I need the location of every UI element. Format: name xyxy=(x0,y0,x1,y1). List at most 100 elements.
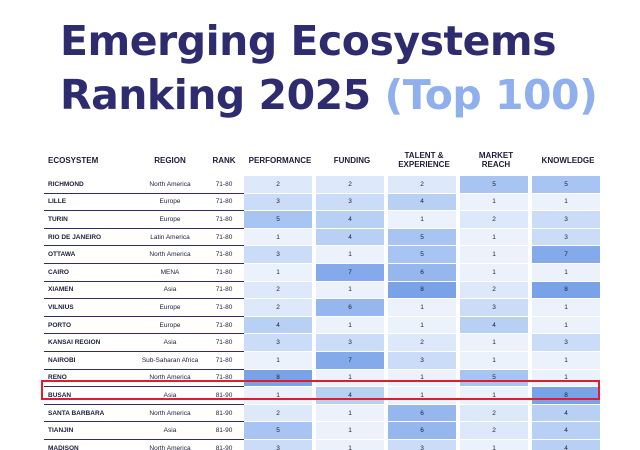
cell-market: 1 xyxy=(460,334,532,352)
cell-funding: 1 xyxy=(316,246,388,264)
header-market-line-1: MARKET xyxy=(478,151,514,160)
cell-knowledge: 7 xyxy=(532,246,604,264)
cell-rank: 71-80 xyxy=(204,211,244,229)
cell-market: 1 xyxy=(460,351,532,370)
cell-talent: 6 xyxy=(388,404,460,423)
cell-region: North America xyxy=(136,405,204,423)
table-row: LILLE Europe 71-80 3 3 4 1 1 xyxy=(44,193,604,212)
cell-region: MENA xyxy=(136,264,204,282)
cell-knowledge: 4 xyxy=(532,439,604,450)
cell-funding: 1 xyxy=(316,281,388,300)
cell-talent: 3 xyxy=(388,439,460,450)
cell-knowledge: 3 xyxy=(532,228,604,247)
cell-rank: 81-90 xyxy=(204,440,244,450)
cell-funding: 4 xyxy=(316,211,388,229)
cell-ecosystem: RENO xyxy=(44,370,136,388)
cell-rank: 71-80 xyxy=(204,229,244,247)
cell-performance: 3 xyxy=(244,193,316,212)
title-line-2-main: Ranking 2025 xyxy=(60,71,371,119)
cell-region: Asia xyxy=(136,422,204,440)
cell-market: 3 xyxy=(460,299,532,317)
cell-region: North America xyxy=(136,246,204,264)
cell-performance: 5 xyxy=(244,211,316,229)
header-funding: FUNDING xyxy=(333,155,371,165)
ranking-table-container: ECOSYSTEM REGION RANK PERFORMANCE FUNDIN… xyxy=(44,144,604,450)
cell-performance: 1 xyxy=(244,228,316,247)
cell-knowledge: 4 xyxy=(532,422,604,440)
cell-ecosystem: NAIROBI xyxy=(44,352,136,370)
cell-talent: 2 xyxy=(388,176,460,194)
cell-rank: 81-90 xyxy=(204,387,244,405)
cell-region: Europe xyxy=(136,317,204,335)
cell-performance: 8 xyxy=(244,369,316,388)
cell-ecosystem: BUSAN xyxy=(44,387,136,405)
cell-market: 1 xyxy=(460,246,532,264)
cell-region: Europe xyxy=(136,211,204,229)
header-performance: PERFORMANCE xyxy=(248,155,312,165)
cell-market: 1 xyxy=(460,193,532,212)
cell-market: 1 xyxy=(460,263,532,282)
cell-ecosystem: SANTA BARBARA xyxy=(44,405,136,423)
table-row: RENO North America 71-80 8 1 1 5 1 xyxy=(44,369,604,388)
table-row: OTTAWA North America 71-80 3 1 5 1 7 xyxy=(44,246,604,264)
cell-performance: 3 xyxy=(244,246,316,264)
cell-market: 5 xyxy=(460,176,532,194)
cell-ecosystem: XIAMEN xyxy=(44,282,136,300)
cell-ecosystem: TIANJIN xyxy=(44,422,136,440)
cell-region: Asia xyxy=(136,334,204,352)
table-row: CAIRO MENA 71-80 1 7 6 1 1 xyxy=(44,263,604,282)
cell-rank: 71-80 xyxy=(204,299,244,317)
cell-talent: 4 xyxy=(388,193,460,212)
cell-funding: 1 xyxy=(316,369,388,388)
title-line-1: Emerging Ecosystems xyxy=(60,17,557,65)
cell-rank: 71-80 xyxy=(204,264,244,282)
header-ecosystem: ECOSYSTEM xyxy=(48,155,99,165)
cell-ecosystem: LILLE xyxy=(44,194,136,212)
table-row: VILNIUS Europe 71-80 2 6 1 3 1 xyxy=(44,299,604,317)
cell-ecosystem: VILNIUS xyxy=(44,299,136,317)
table-row: RIO DE JANEIRO Latin America 71-80 1 4 5 1 3 xyxy=(44,228,604,247)
cell-funding: 4 xyxy=(316,228,388,247)
cell-performance: 4 xyxy=(244,316,316,335)
header-rank: RANK xyxy=(212,155,236,165)
cell-talent: 1 xyxy=(388,299,460,317)
cell-funding: 7 xyxy=(316,263,388,282)
cell-market: 2 xyxy=(460,422,532,440)
cell-rank: 71-80 xyxy=(204,334,244,352)
page-title: Emerging Ecosystems Ranking 2025 (Top 10… xyxy=(60,14,640,122)
cell-performance: 2 xyxy=(244,404,316,423)
cell-region: Europe xyxy=(136,194,204,212)
cell-talent: 5 xyxy=(388,228,460,247)
cell-rank: 81-90 xyxy=(204,405,244,423)
cell-region: Asia xyxy=(136,387,204,405)
cell-market: 1 xyxy=(460,439,532,450)
cell-funding: 7 xyxy=(316,351,388,370)
cell-rank: 71-80 xyxy=(204,282,244,300)
cell-knowledge: 1 xyxy=(532,351,604,370)
cell-region: North America xyxy=(136,370,204,388)
table-row: TURIN Europe 71-80 5 4 1 2 3 xyxy=(44,211,604,229)
cell-market: 1 xyxy=(460,228,532,247)
cell-region: North America xyxy=(136,440,204,450)
table-row: SANTA BARBARA North America 81-90 2 1 6 2 4 xyxy=(44,404,604,423)
cell-market: 1 xyxy=(460,387,532,405)
cell-ecosystem: MADISON xyxy=(44,440,136,450)
cell-region: Latin America xyxy=(136,229,204,247)
cell-knowledge: 5 xyxy=(532,176,604,194)
cell-rank: 71-80 xyxy=(204,246,244,264)
cell-funding: 1 xyxy=(316,404,388,423)
cell-region: Asia xyxy=(136,282,204,300)
table-row: MADISON North America 81-90 3 1 3 1 4 xyxy=(44,439,604,450)
cell-funding: 2 xyxy=(316,176,388,194)
cell-rank: 71-80 xyxy=(204,352,244,370)
cell-ecosystem: KANSAI REGION xyxy=(44,334,136,352)
cell-knowledge: 1 xyxy=(532,193,604,212)
cell-performance: 1 xyxy=(244,387,316,405)
cell-talent: 6 xyxy=(388,422,460,440)
cell-performance: 2 xyxy=(244,281,316,300)
cell-funding: 1 xyxy=(316,316,388,335)
table-row: BUSAN Asia 81-90 1 4 1 1 8 xyxy=(44,387,604,405)
cell-talent: 1 xyxy=(388,387,460,405)
table-row: RICHMOND North America 71-80 2 2 2 5 5 xyxy=(44,176,604,194)
cell-knowledge: 1 xyxy=(532,369,604,388)
